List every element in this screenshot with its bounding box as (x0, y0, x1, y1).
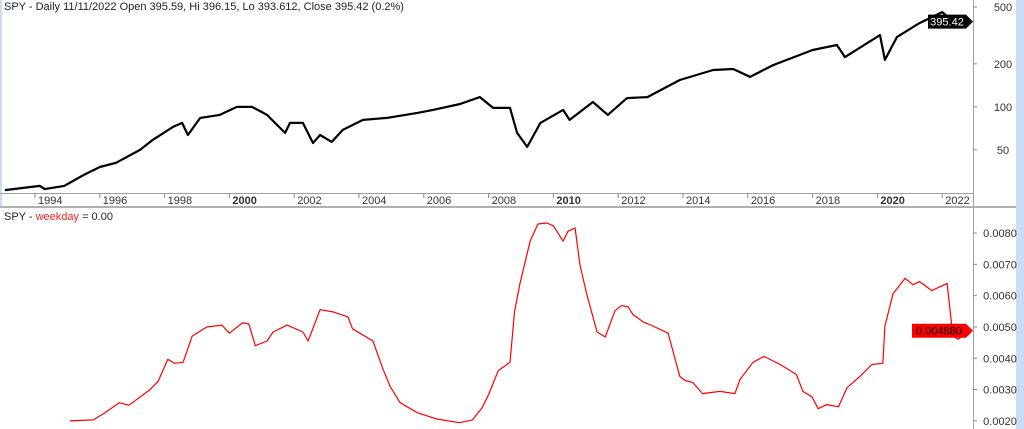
right-scrollbar[interactable] (1016, 0, 1024, 429)
indicator-prefix: SPY - (4, 211, 36, 223)
y-tick-label: 0.0070 (983, 259, 1017, 271)
indicator-name: weekday (35, 211, 80, 223)
price-pane-title: SPY - Daily 11/11/2022 Open 395.59, Hi 3… (4, 1, 404, 13)
y-tick-label: 100 (994, 102, 1012, 114)
x-tick-label: 2004 (362, 195, 386, 207)
y-tick-label: 0.0050 (983, 322, 1017, 334)
indicator-pane: 0.0020 0.0030 0.0040 0.0050 0.0060 0.0070 0.00… (69, 222, 1017, 428)
y-tick-label: 500 (994, 2, 1012, 14)
x-tick-label: 1994 (38, 195, 62, 207)
x-tick-label: 2010 (556, 195, 580, 207)
last-indicator-label: 0.004880 (916, 326, 962, 338)
price-pane: 50 100 200 500 1994 1996 1998 2000 2002 2004 2006 2… (4, 2, 1012, 207)
x-tick-label: 1998 (168, 195, 192, 207)
x-tick-label: 2002 (297, 195, 321, 207)
y-tick-label: 0.0040 (983, 353, 1017, 365)
y-tick-label: 0.0060 (983, 291, 1017, 303)
y-tick-label: 0.0020 (983, 416, 1017, 428)
last-indicator-marker (912, 323, 973, 338)
indicator-suffix: = 0.00 (79, 211, 113, 223)
x-tick-label: 2006 (427, 195, 451, 207)
x-tick-label: 2012 (621, 195, 645, 207)
y-tick-label: 200 (994, 59, 1012, 71)
last-price-label: 395.42 (930, 17, 964, 29)
x-tick-label: 1996 (103, 195, 127, 207)
x-tick-label: 2008 (492, 195, 516, 207)
price-line (4, 11, 971, 192)
x-tick-label: 2016 (751, 195, 775, 207)
x-tick-label: 2014 (686, 195, 710, 207)
y-tick-label: 0.0030 (983, 385, 1017, 397)
x-tick-label: 2020 (880, 195, 904, 207)
last-price-marker (928, 14, 973, 29)
indicator-line (69, 222, 971, 424)
indicator-pane-title: SPY - weekday = 0.00 (4, 211, 113, 223)
x-tick-label: 2000 (232, 195, 256, 207)
y-tick-label: 0.0080 (983, 228, 1017, 240)
x-tick-label: 2022 (945, 195, 969, 207)
x-tick-label: 2018 (816, 195, 840, 207)
y-tick-label: 50 (997, 145, 1009, 157)
left-edge (0, 0, 2, 207)
